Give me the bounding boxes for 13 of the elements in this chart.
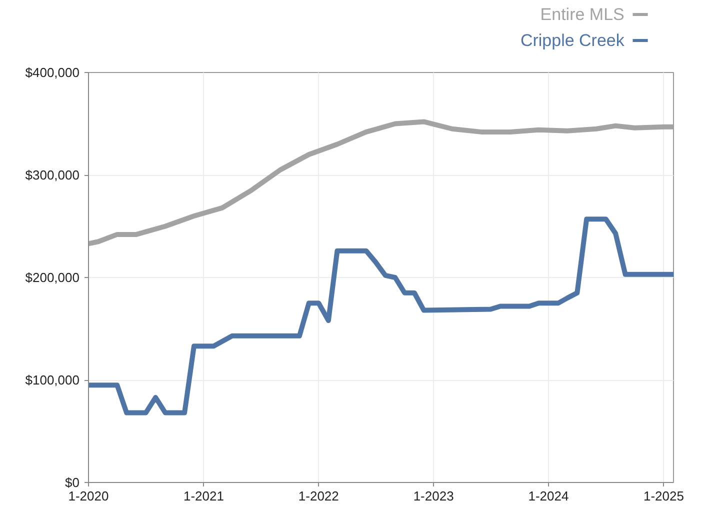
x-tick-label: 1-2024 <box>528 488 569 504</box>
y-tick-label: $200,000 <box>25 270 80 285</box>
x-tick-label: 1-2023 <box>413 488 454 504</box>
x-tick-label: 1-2022 <box>298 488 339 504</box>
y-tick-label: $400,000 <box>25 65 80 80</box>
x-tick-label: 1-2021 <box>183 488 224 504</box>
x-tick-label: 1-2020 <box>68 488 109 504</box>
y-tick-label: $0 <box>65 475 80 490</box>
legend-label: Entire MLS <box>540 5 624 24</box>
y-tick-label: $300,000 <box>25 168 80 182</box>
legend-label: Cripple Creek <box>520 31 625 50</box>
y-tick-label: $100,000 <box>25 372 80 388</box>
x-tick-label: 1-2025 <box>644 488 684 504</box>
